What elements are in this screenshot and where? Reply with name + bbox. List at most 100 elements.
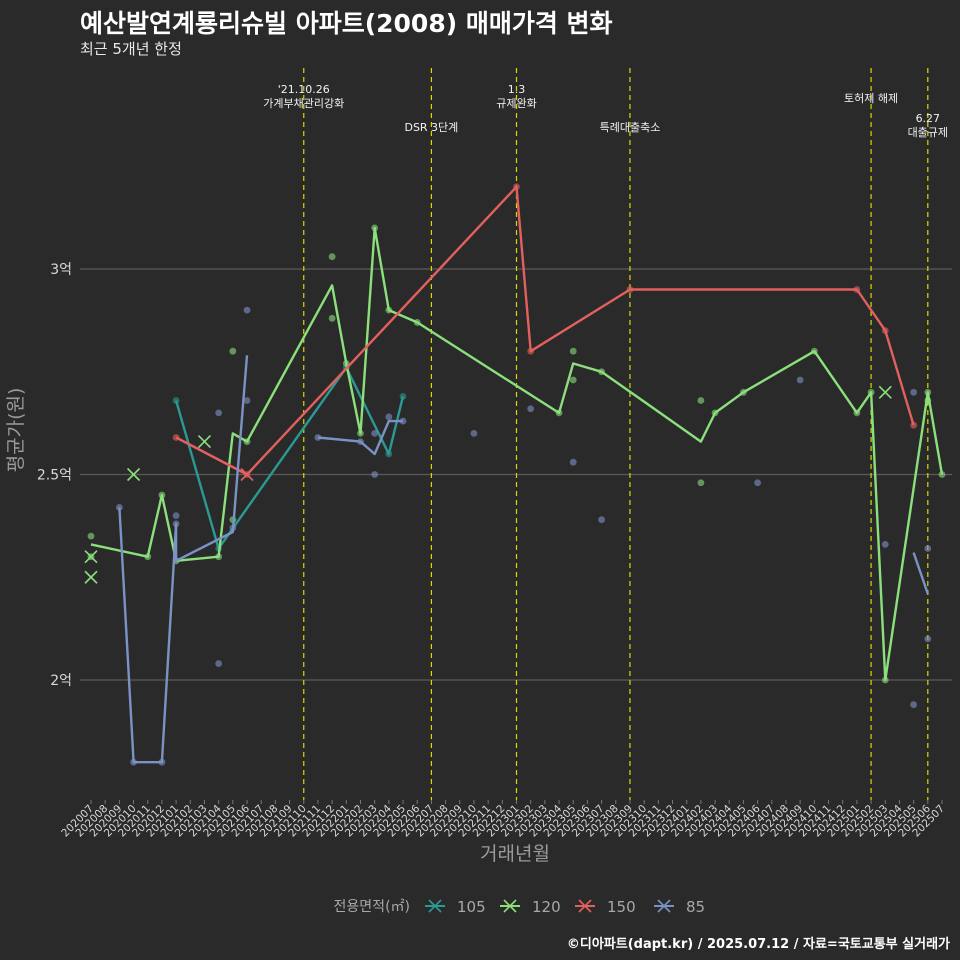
y-axis-ticks: 2억 2.5억 3억 [37, 262, 72, 689]
series-line-85 [118, 355, 249, 764]
cancelled-stroke [240, 467, 254, 482]
cancelled-marker [197, 435, 212, 449]
series-120 [84, 224, 946, 684]
data-point [215, 409, 223, 417]
event-label: 토허제 해제 [844, 91, 898, 105]
data-point [399, 393, 407, 400]
data-point [158, 758, 166, 766]
event-label: 6.27 [916, 112, 941, 125]
x-axis-ticks: 2020072020082020092020102020112020122021… [59, 800, 947, 839]
event-label: DSR 3단계 [404, 121, 458, 134]
cancelled-stroke [84, 570, 98, 584]
event-label: 대출규제 [908, 126, 948, 139]
cancelled-stroke [878, 385, 892, 399]
event-label: '21.10.26 [278, 83, 330, 96]
event-label: 가계부채관리강화 [263, 97, 344, 110]
cancelled-marker [240, 467, 254, 482]
legend-item-120: 120 [500, 898, 561, 916]
data-point [569, 458, 577, 466]
data-point [867, 388, 875, 396]
legend-item-85: 85 [654, 898, 705, 916]
data-point [314, 434, 322, 441]
legend-label: 150 [607, 898, 636, 916]
data-point [172, 434, 180, 441]
legend-key-cross [578, 899, 592, 913]
data-point [385, 413, 393, 421]
data-point [924, 545, 932, 552]
data-point [924, 397, 932, 404]
data-point [172, 520, 180, 528]
cancelled-stroke [197, 435, 212, 449]
data-point [357, 430, 364, 437]
data-point [555, 409, 563, 417]
data-point [243, 397, 251, 404]
cancelled-stroke [126, 467, 141, 482]
legend-key-cross [657, 899, 671, 913]
data-point [158, 491, 166, 499]
series-line-85 [317, 419, 403, 456]
data-point [215, 660, 223, 667]
data-point [754, 479, 762, 487]
data-point [357, 438, 364, 446]
data-point [881, 540, 889, 548]
data-point [810, 347, 818, 355]
cancelled-marker [84, 550, 98, 564]
data-point [910, 701, 918, 709]
data-point [243, 306, 251, 314]
chart-subtitle: 최근 5개년 한정 [80, 40, 182, 58]
data-point [881, 676, 889, 684]
legend-label: 105 [457, 898, 486, 916]
y-tick-label: 2.5억 [37, 468, 72, 484]
data-point [229, 347, 237, 355]
data-point [697, 479, 705, 487]
data-point [910, 421, 918, 429]
data-point [569, 376, 577, 384]
data-point [215, 553, 223, 561]
event-label: 특례대출축소 [600, 121, 661, 134]
series-line-85 [912, 552, 929, 595]
data-point [371, 430, 379, 437]
legend-item-105: 105 [425, 898, 486, 916]
data-point [527, 405, 535, 413]
legend-key-cross [428, 899, 442, 913]
y-axis-title: 평균가(원) [5, 388, 27, 473]
data-point [328, 314, 336, 322]
data-point [172, 512, 180, 519]
data-point [513, 183, 520, 191]
data-point [853, 286, 861, 293]
data-point [470, 430, 478, 437]
series-150 [172, 183, 918, 482]
series-85 [115, 306, 932, 766]
legend-label: 85 [686, 898, 705, 916]
data-point [385, 450, 393, 458]
data-point [130, 758, 137, 766]
series-105 [172, 364, 407, 552]
data-point [796, 376, 804, 384]
x-axis-title: 거래년월 [480, 843, 550, 865]
data-point [598, 516, 605, 524]
series-plot-area [84, 183, 946, 766]
data-point [598, 368, 605, 376]
data-point [697, 397, 705, 404]
data-point [328, 253, 336, 261]
y-tick-label: 2억 [50, 673, 72, 689]
data-point [385, 306, 393, 314]
series-line-150 [175, 185, 915, 476]
data-point [371, 471, 379, 478]
data-point [711, 409, 719, 417]
data-point [881, 327, 889, 335]
data-point [740, 388, 747, 396]
cancelled-stroke [84, 550, 98, 564]
cancelled-marker [878, 385, 892, 399]
cancelled-marker [84, 570, 98, 584]
data-point [115, 503, 123, 511]
data-point [853, 409, 861, 417]
chart-title: 예산발연계룡리슈빌 아파트(2008) 매매가격 변화 [80, 9, 613, 38]
data-point [938, 471, 946, 478]
data-point [144, 553, 152, 561]
event-label: 규제완화 [496, 97, 536, 110]
data-point [243, 438, 251, 446]
data-point [924, 635, 932, 643]
